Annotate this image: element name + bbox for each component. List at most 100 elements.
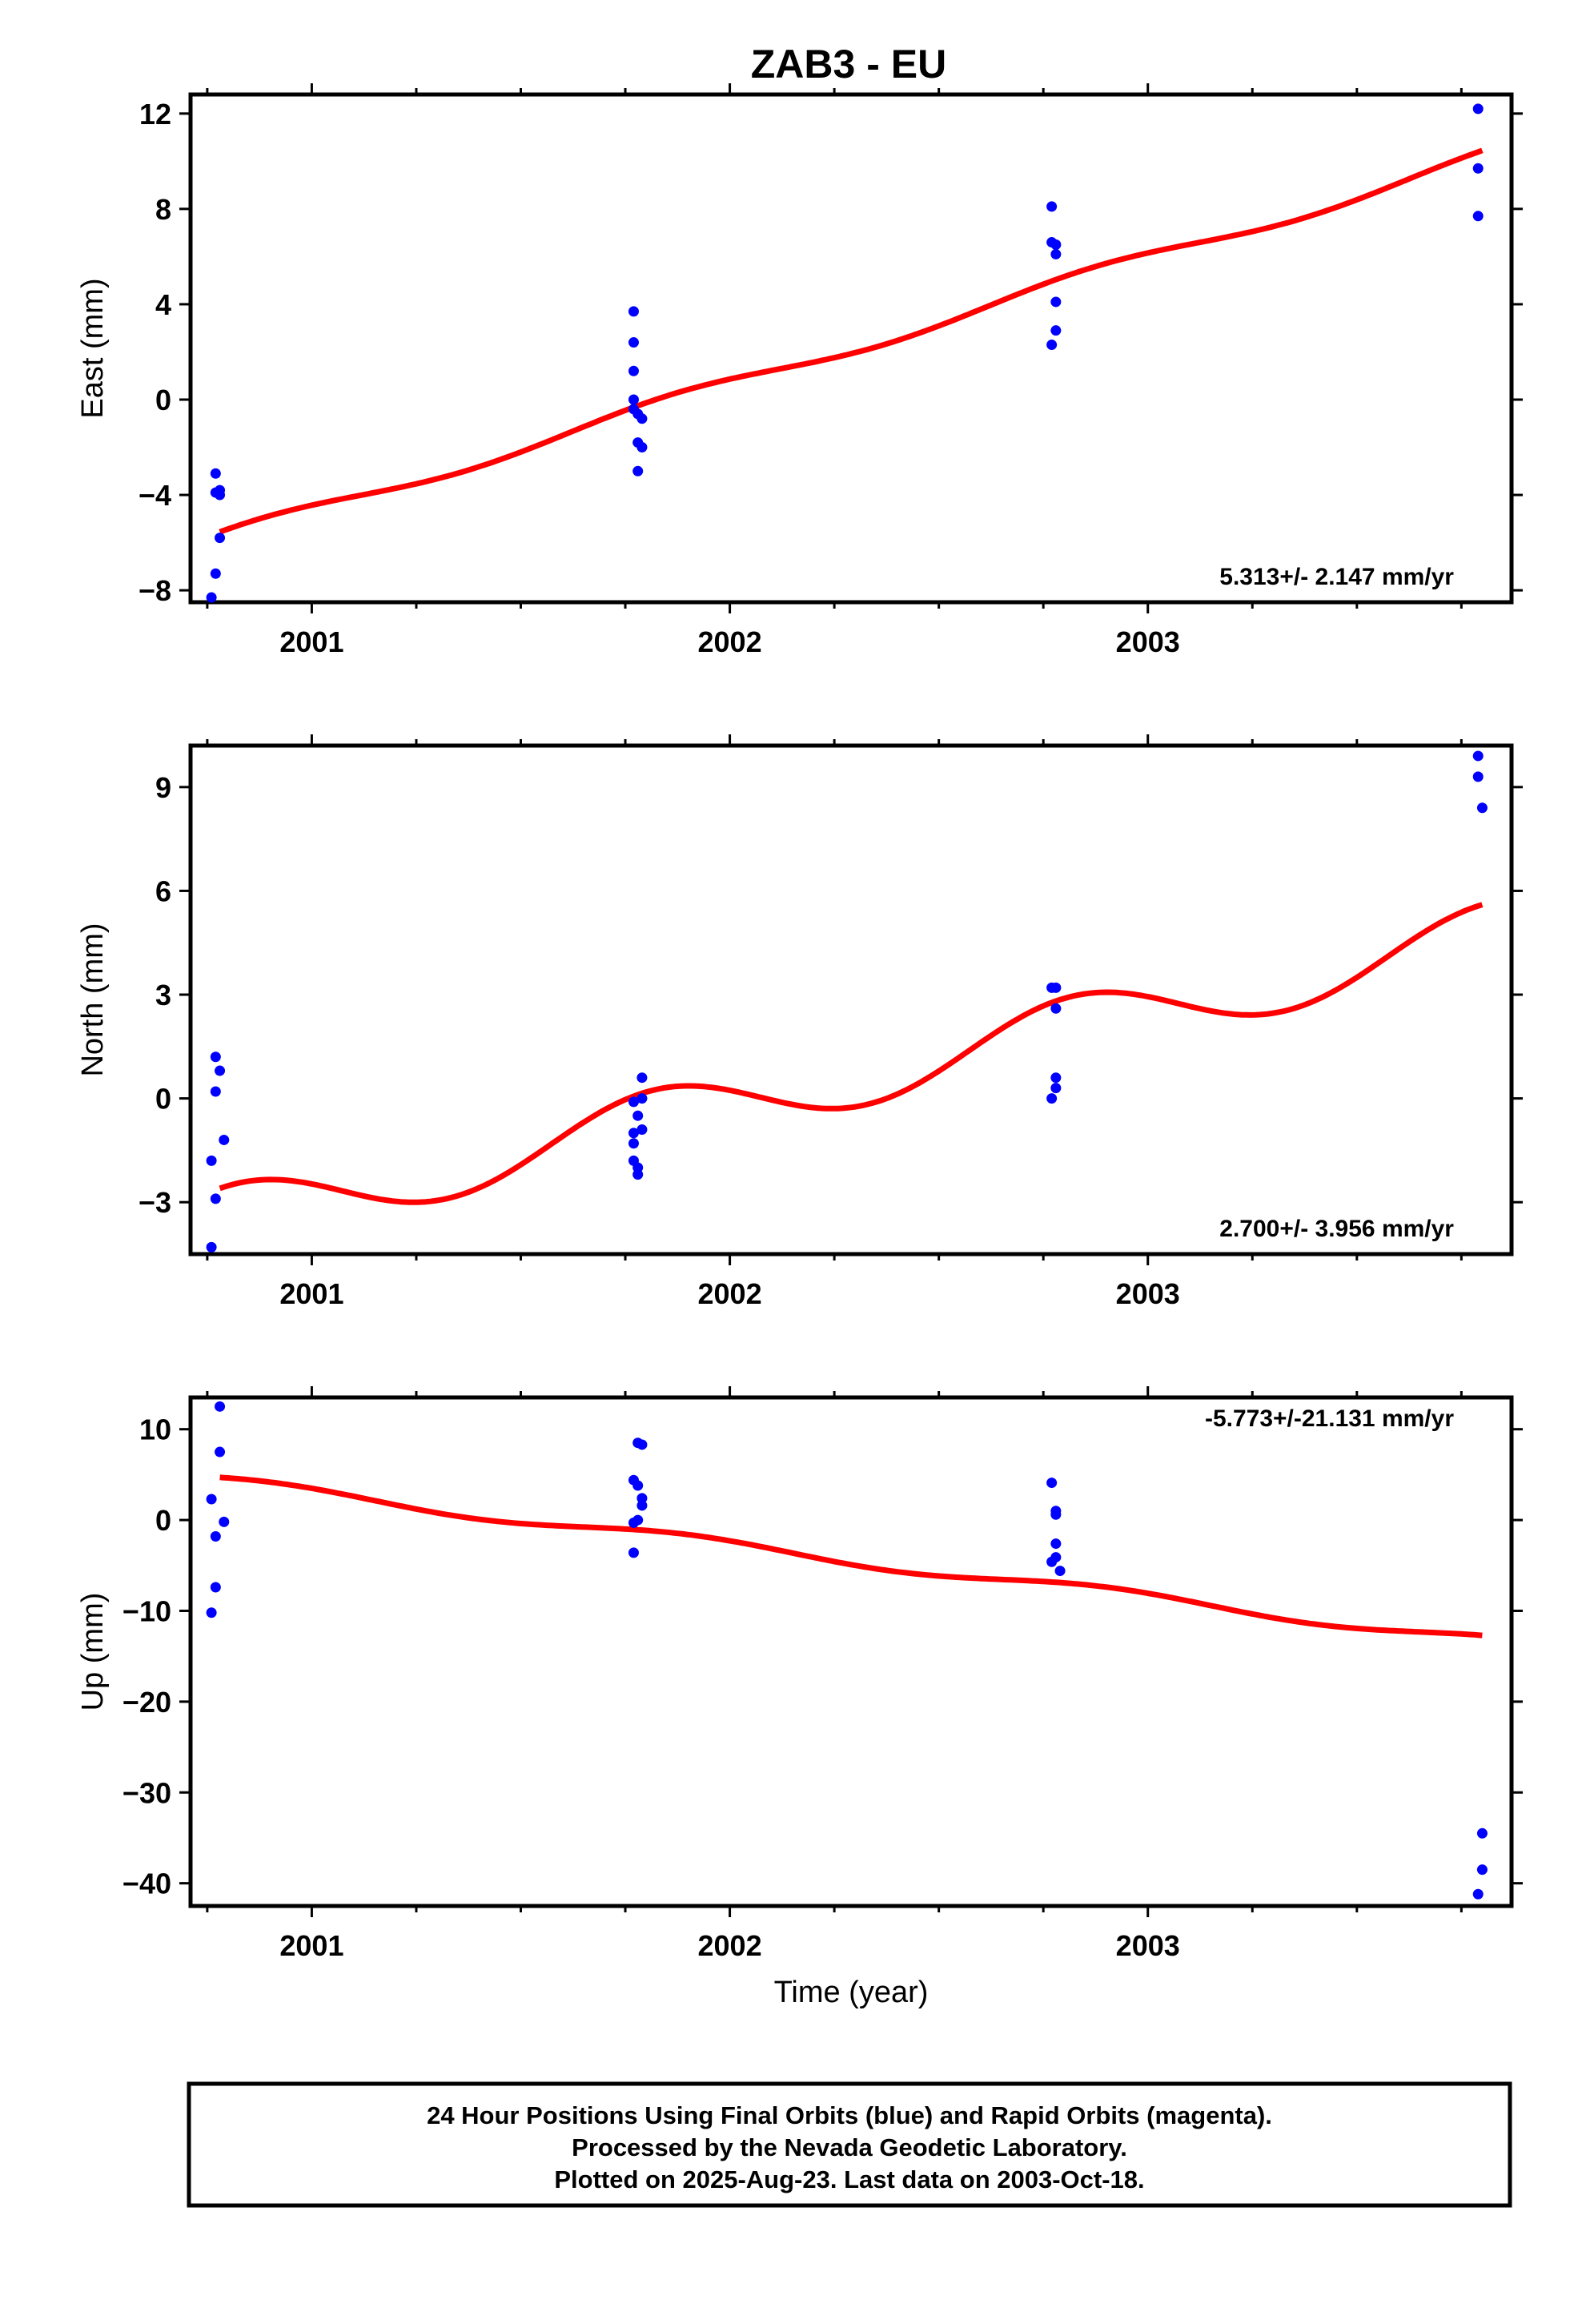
y-tick-label: −30 [122,1776,171,1809]
north-data-point [1050,1083,1062,1094]
y-tick-label: −4 [139,479,171,512]
north-data-point [632,1169,644,1180]
x-tick-label: 2001 [279,625,343,658]
up-data-point [1046,1556,1058,1567]
x-tick-label: 2001 [279,1277,343,1310]
east-data-point [1472,211,1484,222]
east-data-point [1472,163,1484,174]
up-data-point [636,1493,648,1504]
panel-north: −3 0 3 6 9 2001 2002 2003 North (mm) 2.700+/- 3.9… [76,734,1523,1310]
up-data-point [210,1530,221,1542]
north-data-point [628,1128,639,1139]
y-tick-label: −10 [122,1594,171,1627]
north-data-point [1472,771,1484,782]
up-data-point [215,1401,226,1412]
east-data-point [636,413,648,424]
x-tick-label: 2002 [698,1277,762,1310]
north-data-point [1476,802,1488,814]
y-tick-label: 0 [155,1504,171,1537]
up-data-point [206,1494,217,1505]
east-fit-line [219,147,1484,535]
east-data-point [628,394,639,405]
up-data-point [636,1439,648,1450]
y-tick-label: 10 [139,1413,171,1446]
north-frame [188,743,1514,1256]
up-fit-line [219,1474,1483,1638]
y-tick-label: 4 [155,288,171,321]
up-frame [188,1395,1514,1908]
east-data-point [628,306,639,317]
east-data-point [1050,248,1062,259]
y-tick-label: −3 [139,1186,171,1219]
up-data-point [1054,1566,1066,1577]
y-tick-label: 0 [155,1083,171,1116]
north-data-point [215,1065,226,1076]
up-data-point [1476,1864,1488,1876]
up-data-point [206,1607,217,1618]
east-data-point [1046,340,1058,351]
east-data-point [1050,239,1062,251]
x-tick-label: 2002 [698,1929,762,1962]
y-tick-label: −8 [139,574,171,607]
north-data-point [206,1241,217,1252]
east-data-point [210,568,221,579]
north-data-point [210,1193,221,1204]
east-ylabel: East (mm) [76,278,110,418]
north-data-point [219,1134,230,1145]
panel-up: −40 −30 −20 −10 0 10 2001 2002 2003 Up (mm) Time (… [76,1386,1523,2009]
north-ylabel: North (mm) [76,923,110,1076]
up-rate-label: -5.773+/-21.131 mm/yr [1205,1405,1454,1432]
x-tick-label: 2003 [1116,625,1180,658]
east-data-point [1046,201,1058,212]
up-data-point [1046,1478,1058,1489]
north-data-point [1472,750,1484,762]
up-data-point [215,1446,226,1458]
north-fit-line [219,902,1484,1205]
north-data-point [1050,1003,1062,1014]
east-data-point [206,592,217,603]
east-frame [188,92,1514,605]
east-data-point [215,489,226,501]
chart-title: ZAB3 - EU [751,42,946,86]
y-tick-label: 0 [155,384,171,416]
north-data-point [210,1086,221,1097]
north-data-point [628,1096,639,1108]
north-rate-label: 2.700+/- 3.956 mm/yr [1219,1216,1454,1242]
y-tick-label: 12 [139,98,171,131]
up-data-point [1476,1827,1488,1839]
up-data-point [210,1582,221,1593]
y-tick-label: 9 [155,771,171,804]
y-tick-label: −40 [122,1868,171,1900]
footer-line-2: Processed by the Nevada Geodetic Laborat… [572,2133,1127,2161]
north-data-point [206,1155,217,1166]
up-data-point [632,1480,644,1491]
east-rate-label: 5.313+/- 2.147 mm/yr [1219,564,1454,590]
east-data-point [210,468,221,479]
y-tick-label: 8 [155,193,171,226]
up-data-point [628,1517,639,1528]
north-data-point [632,1110,644,1121]
north-data-point [628,1138,639,1149]
up-data-point [628,1547,639,1558]
up-data-point [1050,1538,1062,1550]
x-tick-label: 2003 [1116,1277,1180,1310]
x-tick-label: 2003 [1116,1929,1180,1962]
east-data-point [636,442,648,453]
north-data-point [1050,1072,1062,1084]
east-data-point [215,533,226,544]
footer-line-1: 24 Hour Positions Using Final Orbits (bl… [427,2101,1272,2129]
north-data-point [1046,1093,1058,1104]
east-data-point [1050,325,1062,336]
y-tick-label: 3 [155,979,171,1011]
y-tick-label: 6 [155,875,171,907]
footer-frame [187,2081,1512,2208]
x-tick-label: 2002 [698,625,762,658]
y-tick-label: −20 [122,1686,171,1719]
east-data-point [628,365,639,376]
footer-line-3: Plotted on 2025-Aug-23. Last data on 200… [554,2165,1144,2193]
x-axis-label: Time (year) [774,1976,929,2009]
up-data-point [1472,1888,1484,1900]
east-data-point [1050,296,1062,308]
north-data-point [636,1072,648,1084]
